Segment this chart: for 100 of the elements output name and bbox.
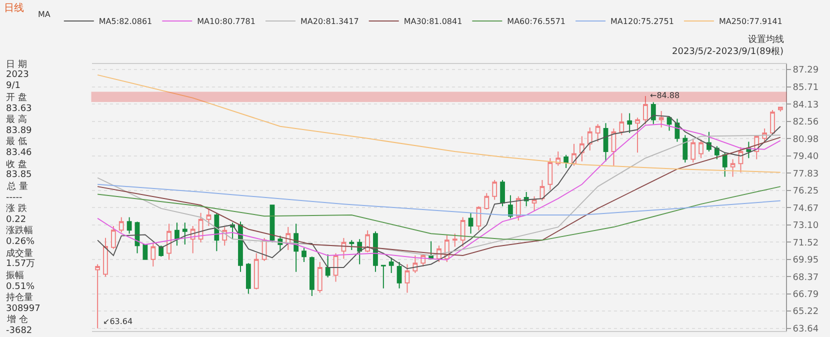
candlestick [603,122,608,162]
text: 收 盘 [6,159,27,170]
y-tick-label: 63.64 [792,324,819,335]
legend-label: MA30:81.0841 [404,17,462,26]
candlestick [325,254,330,278]
candlestick [635,117,640,154]
candlestick [516,196,521,221]
candlestick [595,124,600,142]
text: 开 盘 [6,92,27,103]
candlestick [730,158,736,178]
text: 设置均线 [748,34,784,45]
candlestick [150,242,156,267]
line-series [97,184,781,216]
candlestick [508,194,513,219]
candlestick [611,128,616,166]
y-tick-label: 79.40 [792,152,819,162]
text: 0.26% [6,237,36,247]
candlestick [492,179,498,200]
candlestick [206,208,212,226]
text: 增 仓 [6,314,28,325]
y-tick-label: 71.52 [792,238,819,248]
y-tick-label: 65.22 [792,307,819,318]
text: ----- [6,193,22,203]
candlestick [302,247,306,263]
line-series [97,74,781,173]
candlestick [118,216,124,234]
candlestick [388,257,394,274]
candlestick [722,152,728,178]
y-tick-label: 82.56 [792,117,819,128]
text: 0.22 [6,215,26,225]
candlestick [254,252,259,290]
candlestick [182,222,188,246]
text: 总 量 [6,181,28,192]
chart-title: 日线 [4,2,24,14]
text: 2023 [6,70,29,80]
y-tick-label: 87.29 [792,66,819,76]
legend-label: MA60:76.5571 [507,17,566,26]
text: 涨 跌 [6,203,27,214]
candlestick [365,230,370,253]
legend-label: MA5:82.0861 [98,17,152,26]
candlestick [658,110,664,128]
annotation: ←84.88 [650,91,680,100]
text: 1.57万 [6,259,36,269]
y-tick-label: 80.98 [792,134,819,145]
candlestick [126,216,132,234]
candlestick [238,221,243,272]
y-tick-label: 85.71 [792,83,819,94]
candlestick [246,262,251,294]
candlestick [778,106,783,112]
y-tick-label: 68.37 [792,272,819,283]
candlestick [380,264,386,289]
candlestick [587,126,592,151]
legend-label: MA120:75.2751 [610,17,674,26]
y-tick-label: 74.67 [792,204,819,214]
candlestick [627,112,632,134]
text: 83.63 [6,104,32,114]
candlestick [396,262,402,289]
y-tick-label: 69.95 [792,255,819,266]
legend-label: MA250:77.9141 [718,17,782,26]
candlestick [643,95,648,125]
candlestick [650,102,656,125]
annotation: ↙63.64 [103,317,133,326]
text: 2023/5/2-2023/9/1(89根) [672,46,784,57]
candlestick [412,255,418,274]
y-tick-label: 84.13 [792,100,819,110]
line-series [97,186,781,241]
y-tick-label: 76.25 [792,186,819,197]
text: 最 低 [6,136,27,147]
candlestick [460,216,466,248]
candlestick [682,134,688,163]
candlestick [174,222,180,246]
text: 308997 [6,304,40,314]
text: -3682 [6,326,32,336]
y-tick-label: 66.79 [792,290,819,300]
text: 0.51% [6,282,36,292]
candlestick [110,225,116,250]
candlestick [317,262,322,294]
text: 83.85 [6,170,32,180]
candlestick [404,264,410,294]
text: 83.46 [6,148,32,158]
y-tick-label: 73.10 [792,221,819,232]
candlestick [564,154,568,168]
candlestick [770,109,775,135]
text: 9/1 [6,81,20,91]
candlestick [619,112,624,136]
text: 83.89 [6,126,32,136]
candlestick [103,237,108,278]
legend-title: MA [38,10,51,19]
candlestick [166,223,172,260]
candlestick [310,256,314,296]
candlestick [349,240,354,251]
text: 振幅 [6,270,24,281]
candlestick [484,192,490,210]
candlestick [95,264,100,329]
text: 持仓量 [6,292,33,303]
text: 最 高 [6,114,27,125]
text: 日 期 [6,59,27,70]
candlestick [452,233,458,248]
candlestick [500,179,505,207]
candlestick [579,136,584,162]
